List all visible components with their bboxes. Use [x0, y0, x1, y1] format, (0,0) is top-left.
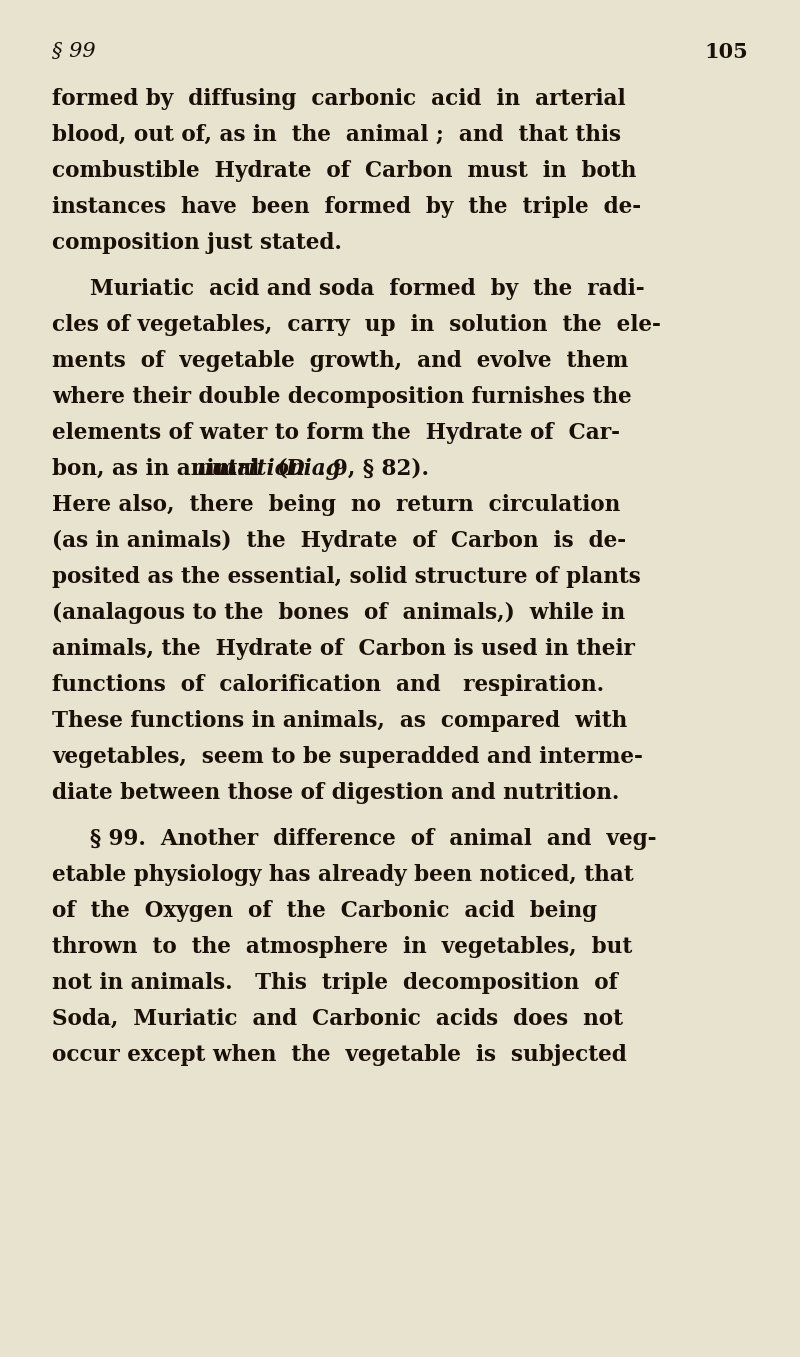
Text: § 99: § 99	[52, 42, 96, 61]
Text: etable physiology has already been noticed, that: etable physiology has already been notic…	[52, 864, 634, 886]
Text: 105: 105	[704, 42, 748, 62]
Text: formed by  diffusing  carbonic  acid  in  arterial: formed by diffusing carbonic acid in art…	[52, 88, 626, 110]
Text: Here also,  there  being  no  return  circulation: Here also, there being no return circula…	[52, 494, 620, 516]
Text: Muriatic  acid and soda  formed  by  the  radi-: Muriatic acid and soda formed by the rad…	[90, 278, 645, 300]
Text: Soda,  Muriatic  and  Carbonic  acids  does  not: Soda, Muriatic and Carbonic acids does n…	[52, 1008, 623, 1030]
Text: These functions in animals,  as  compared  with: These functions in animals, as compared …	[52, 710, 627, 731]
Text: combustible  Hydrate  of  Carbon  must  in  both: combustible Hydrate of Carbon must in bo…	[52, 160, 636, 182]
Text: cles of vegetables,  carry  up  in  solution  the  ele-: cles of vegetables, carry up in solution…	[52, 313, 661, 337]
Text: animals, the  Hydrate of  Carbon is used in their: animals, the Hydrate of Carbon is used i…	[52, 638, 635, 660]
Text: diate between those of digestion and nutrition.: diate between those of digestion and nut…	[52, 782, 619, 803]
Text: posited as the essential, solid structure of plants: posited as the essential, solid structur…	[52, 566, 641, 588]
Text: occur except when  the  vegetable  is  subjected: occur except when the vegetable is subje…	[52, 1044, 626, 1067]
Text: not in animals.   This  triple  decomposition  of: not in animals. This triple decompositio…	[52, 972, 618, 993]
Text: vegetables,  seem to be superadded and interme-: vegetables, seem to be superadded and in…	[52, 746, 643, 768]
Text: instances  have  been  formed  by  the  triple  de-: instances have been formed by the triple…	[52, 195, 641, 218]
Text: elements of water to form the  Hydrate of  Car-: elements of water to form the Hydrate of…	[52, 422, 620, 444]
Text: of  the  Oxygen  of  the  Carbonic  acid  being: of the Oxygen of the Carbonic acid being	[52, 900, 597, 921]
Text: where their double decomposition furnishes the: where their double decomposition furnish…	[52, 385, 632, 408]
Text: bon, as in animal: bon, as in animal	[52, 459, 266, 480]
Text: blood, out of, as in  the  animal ;  and  that this: blood, out of, as in the animal ; and th…	[52, 123, 621, 147]
Text: thrown  to  the  atmosphere  in  vegetables,  but: thrown to the atmosphere in vegetables, …	[52, 936, 632, 958]
Text: (as in animals)  the  Hydrate  of  Carbon  is  de-: (as in animals) the Hydrate of Carbon is…	[52, 531, 626, 552]
Text: ments  of  vegetable  growth,  and  evolve  them: ments of vegetable growth, and evolve th…	[52, 350, 628, 372]
Text: nutrition: nutrition	[197, 459, 306, 480]
Text: § 99.  Another  difference  of  animal  and  veg-: § 99. Another difference of animal and v…	[90, 828, 657, 849]
Text: composition just stated.: composition just stated.	[52, 232, 342, 254]
Text: functions  of  calorification  and   respiration.: functions of calorification and respirat…	[52, 674, 604, 696]
Text: (analagous to the  bones  of  animals,)  while in: (analagous to the bones of animals,) whi…	[52, 603, 625, 624]
Text: (: (	[270, 459, 287, 480]
Text: . 9, § 82).: . 9, § 82).	[318, 459, 429, 480]
Text: Diag: Diag	[286, 459, 342, 480]
